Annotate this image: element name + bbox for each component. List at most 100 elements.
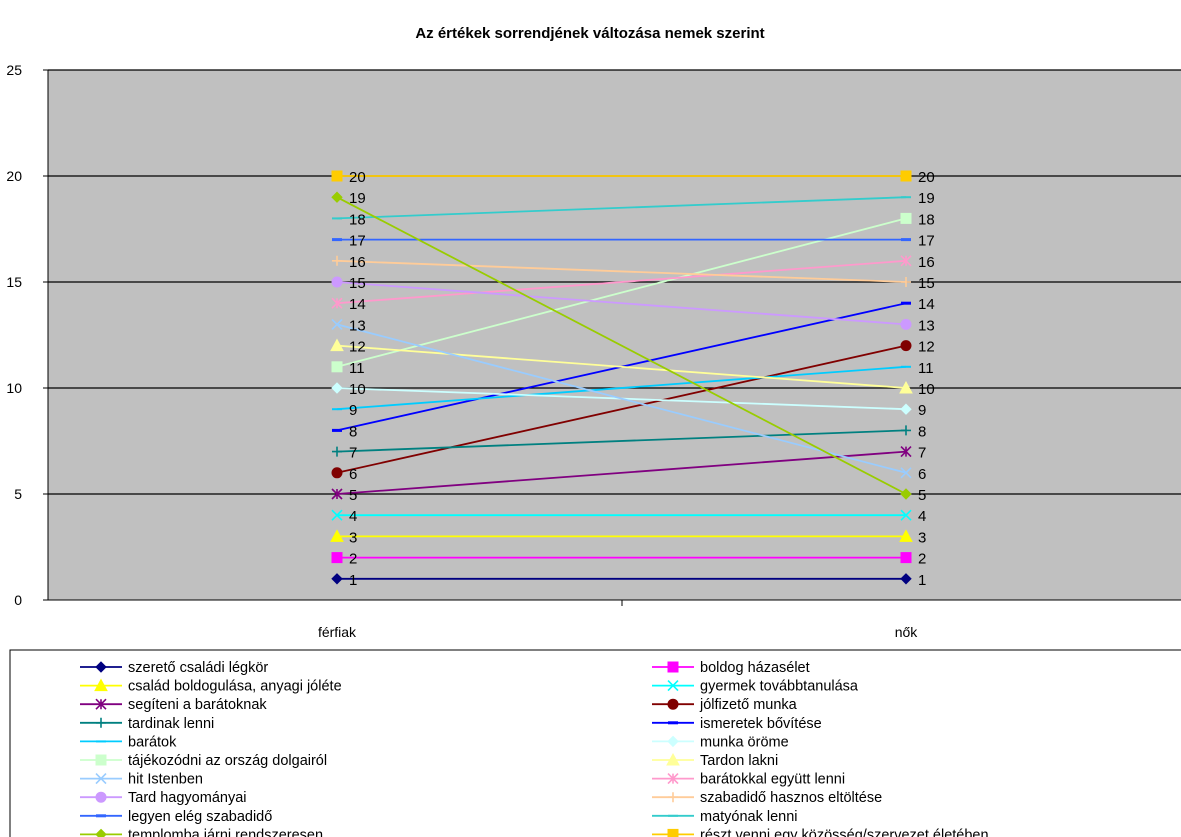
data-label: 14	[349, 296, 366, 313]
series-line	[336, 196, 907, 220]
legend-label: jólfizető munka	[699, 697, 798, 713]
data-label: 19	[918, 190, 935, 207]
series-line	[336, 259, 907, 283]
data-label: 8	[349, 423, 357, 440]
series-marker	[331, 318, 343, 330]
series-marker	[900, 573, 912, 585]
data-label: 17	[918, 233, 935, 250]
legend-label: hit Istenben	[128, 772, 203, 788]
data-label: 20	[918, 169, 935, 186]
series-marker	[899, 529, 913, 542]
data-label: 15	[349, 275, 366, 292]
series-marker	[667, 735, 679, 748]
data-label: 16	[918, 254, 935, 271]
data-label: 4	[349, 508, 357, 525]
data-label: 18	[349, 211, 366, 228]
data-label: 6	[918, 466, 926, 483]
data-label: 3	[918, 529, 926, 546]
series-marker	[331, 488, 343, 500]
legend-label: templomba járni rendszeresen	[128, 827, 323, 837]
series-marker	[900, 467, 912, 479]
data-labels: 1 12 23 34 457612788149111091118121013614161…	[349, 169, 935, 589]
data-label: 14	[918, 296, 935, 313]
data-label: 11	[918, 360, 934, 377]
series-marker	[331, 170, 343, 182]
legend-label: munka öröme	[700, 734, 789, 750]
series-line	[336, 429, 907, 453]
series-marker	[95, 773, 107, 785]
y-tick-label: 15	[6, 274, 22, 290]
series-marker	[667, 680, 679, 692]
series-marker	[332, 408, 342, 411]
series-marker	[331, 552, 343, 564]
series-marker	[330, 529, 344, 542]
series-line	[336, 344, 907, 389]
legend-label: szabadidő hasznos eltöltése	[700, 790, 882, 806]
legend-label: segíteni a barátoknak	[128, 697, 267, 713]
series-marker	[900, 552, 912, 564]
series-marker	[667, 828, 679, 837]
data-label: 6	[349, 466, 357, 483]
data-label: 16	[349, 254, 366, 271]
series-marker	[332, 428, 342, 432]
data-label: 17	[349, 233, 366, 250]
series-marker	[332, 255, 342, 266]
data-label: 15	[918, 275, 935, 292]
series-marker	[899, 380, 913, 394]
series-marker	[900, 318, 912, 330]
series-marker	[666, 752, 680, 766]
legend-box	[9, 649, 1181, 837]
data-label: 12	[349, 339, 366, 356]
series-line	[336, 281, 907, 326]
series-marker	[332, 238, 342, 242]
data-label: 13	[918, 317, 935, 334]
data-label: 1	[349, 572, 357, 589]
data-label: 2	[349, 551, 357, 568]
data-label: 11	[349, 360, 365, 377]
data-label: 9	[349, 402, 357, 419]
series-marker	[331, 509, 343, 521]
data-label: 10	[349, 381, 366, 398]
legend-label: gyermek továbbtanulása	[700, 679, 859, 695]
legend-label: Tard hagyományai	[128, 790, 247, 806]
series-marker	[901, 425, 911, 436]
series-marker	[900, 212, 912, 224]
series-marker	[332, 446, 342, 457]
series-marker	[667, 698, 679, 710]
y-tick-label: 20	[6, 168, 22, 184]
series-marker	[331, 297, 343, 309]
series-marker	[900, 488, 912, 500]
series-line	[336, 450, 907, 495]
series-marker	[901, 238, 911, 242]
series-marker	[331, 191, 343, 203]
plot-area	[48, 70, 1181, 600]
x-tick-label: férfiak	[318, 624, 357, 640]
series-marker	[331, 467, 343, 479]
series-line	[336, 365, 907, 411]
series-marker	[900, 446, 912, 458]
legend-label: tájékozódni az ország dolgairól	[128, 753, 327, 769]
legend-label: barátok	[128, 734, 177, 750]
series-marker	[95, 754, 107, 766]
series-marker	[668, 814, 678, 817]
series-marker	[668, 792, 678, 803]
series-marker	[901, 196, 911, 199]
series-marker	[668, 721, 678, 725]
series-marker	[95, 791, 107, 803]
series-marker	[331, 382, 343, 394]
legend-label: ismeretek bővítése	[700, 716, 822, 732]
data-label: 12	[918, 339, 935, 356]
series-marker	[900, 170, 912, 182]
legend-label: részt venni egy közösség/szervezet életé…	[700, 827, 989, 837]
legend-label: család boldogulása, anyagi jóléte	[128, 679, 342, 695]
series-marker	[900, 255, 912, 267]
chart-title: Az értékek sorrendjének változása nemek …	[415, 25, 764, 42]
series-marker	[667, 661, 679, 673]
data-label: 13	[349, 317, 366, 334]
data-label: 19	[349, 190, 366, 207]
data-label: 9	[918, 402, 926, 419]
series-marker	[667, 773, 679, 785]
y-tick-label: 0	[14, 592, 22, 608]
data-label: 7	[918, 445, 926, 462]
